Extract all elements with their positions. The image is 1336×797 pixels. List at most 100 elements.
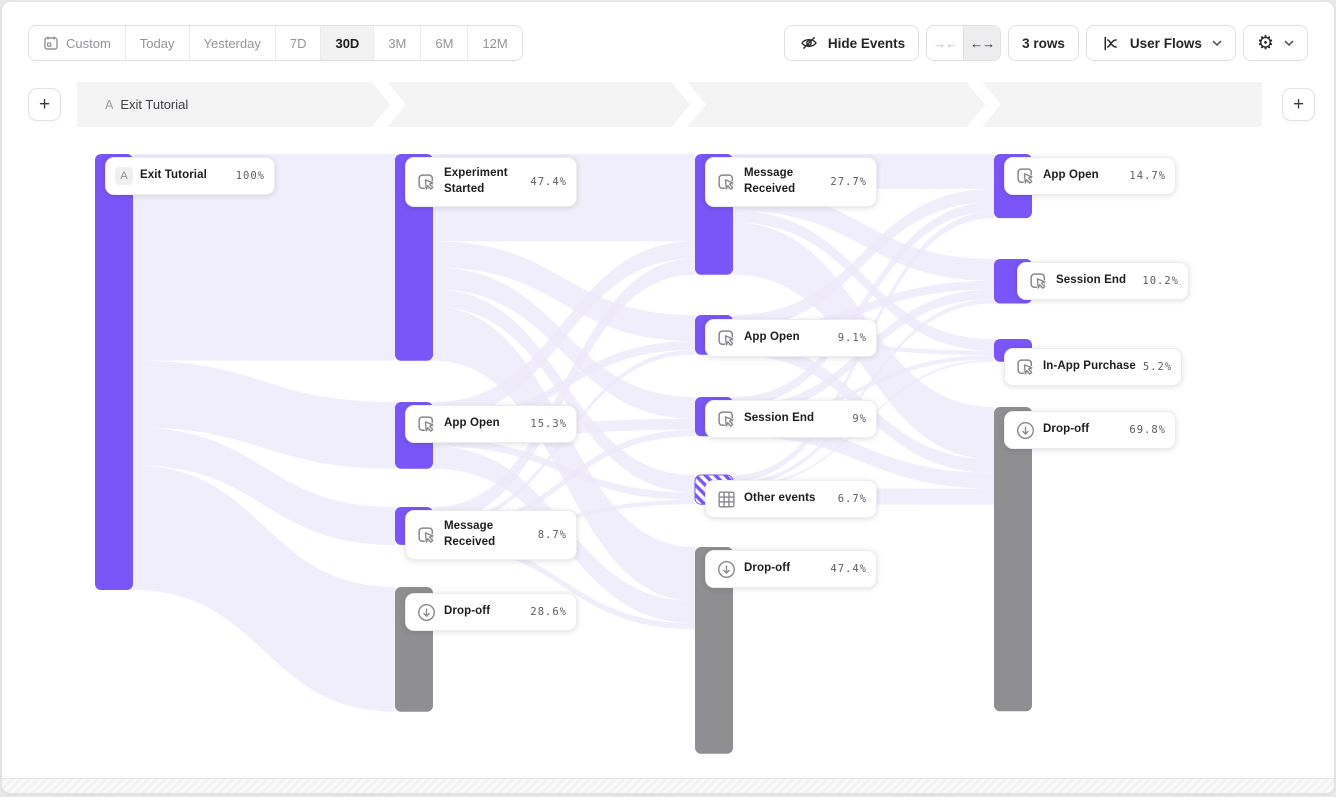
node-label: Session End (1056, 274, 1127, 287)
node-card-dropoff_2[interactable]: Drop-off 28.6% (405, 593, 577, 631)
date-range-label: 6M (435, 35, 454, 51)
node-card-session_end_4[interactable]: Session End 10.2% (1017, 262, 1189, 300)
date-range-30d[interactable]: 30D (320, 26, 374, 60)
date-range-custom[interactable]: Custom (29, 26, 125, 60)
flow-ribbon (133, 360, 395, 469)
eye-off-icon (798, 32, 820, 54)
gear-icon: ⚙ (1256, 31, 1274, 54)
date-range-label: 3M (388, 35, 407, 51)
path-step-header[interactable]: A Exit Tutorial (77, 82, 1262, 127)
user-flows-icon (1100, 32, 1122, 54)
node-label: Drop-off (1043, 423, 1090, 436)
flow-ribbon (433, 439, 695, 500)
node-card-app_open_3[interactable]: App Open 9.1% (705, 319, 877, 357)
event-icon (1014, 165, 1036, 187)
event-icon (715, 171, 737, 193)
flow-ribbon (433, 429, 695, 535)
date-range-label: 12M (482, 35, 508, 51)
node-percentage: 5.2% (1142, 361, 1173, 373)
drop-off-icon (415, 601, 437, 623)
node-label: App Open (444, 417, 500, 430)
add-step-left-button[interactable]: + (28, 88, 61, 121)
collapse-columns-icon[interactable]: →← (933, 35, 958, 51)
node-percentage: 8.7% (537, 529, 567, 541)
node-card-dropoff_3[interactable]: Drop-off 47.4% (705, 550, 877, 588)
expand-columns-icon[interactable]: ←→ (963, 26, 1001, 60)
chevron-down-icon (1284, 40, 1294, 46)
date-range-3m[interactable]: 3M (373, 26, 421, 60)
hide-events-button[interactable]: Hide Events (783, 25, 920, 61)
node-card-app_open_4[interactable]: App Open 14.7% (1004, 157, 1176, 195)
node-percentage: 9.1% (837, 332, 867, 344)
date-range-label: Yesterday (203, 35, 261, 51)
date-range-6m[interactable]: 6M (420, 26, 468, 60)
date-range-picker: Custom Today Yesterday 7D 30D 3M 6M 12M (28, 25, 523, 61)
flow-ribbon (733, 188, 994, 281)
chevron-down-icon (1212, 40, 1222, 46)
step-event-name: Exit Tutorial (120, 97, 189, 112)
grid-icon (715, 488, 737, 510)
date-range-label: Today (139, 35, 175, 51)
event-icon (415, 524, 437, 546)
event-icon (715, 408, 737, 430)
node-percentage: 69.8% (1129, 424, 1166, 436)
date-range-7d[interactable]: 7D (274, 26, 321, 60)
collapse-expand-toggle: →← ←→ (926, 25, 1002, 61)
drop-off-icon (715, 558, 737, 580)
date-range-label: 30D (335, 35, 360, 51)
drop-off-icon (1014, 419, 1036, 441)
right-toolbar: Hide Events →← ←→ 3 rows User Flows (783, 25, 1308, 61)
node-label: Drop-off (444, 605, 491, 618)
calendar-icon (43, 35, 59, 51)
flow-ribbon (733, 210, 994, 351)
step-chevron-separators (371, 82, 1001, 127)
flow-ribbon (433, 241, 695, 342)
hide-events-label: Hide Events (827, 35, 906, 51)
flow-ribbon (733, 299, 994, 486)
flow-ribbon (133, 154, 395, 361)
node-percentage: 15.3% (530, 418, 567, 430)
date-range-label: 7D (289, 35, 307, 51)
node-label: App Open (744, 331, 800, 344)
flow-bar-dropoff_4[interactable] (994, 407, 1032, 712)
node-card-experiment_started[interactable]: Experiment Started 47.4% (405, 157, 577, 207)
flow-bar-dropoff_3[interactable] (695, 547, 733, 754)
step-a-label: A Exit Tutorial (105, 82, 188, 127)
node-label: Other events (744, 492, 816, 505)
node-card-app_open_2[interactable]: App Open 15.3% (405, 405, 577, 443)
flow-ribbon (433, 306, 695, 602)
flow-ribbon (733, 355, 994, 421)
step-letter: A (105, 97, 114, 112)
add-step-right-button[interactable]: + (1282, 88, 1315, 121)
event-icon (415, 171, 437, 193)
date-range-label: Custom (66, 35, 111, 51)
node-percentage: 6.7% (837, 493, 867, 505)
node-label: In-App Purchase (1043, 360, 1136, 373)
view-type-label: User Flows (1129, 35, 1202, 51)
date-range-today[interactable]: Today (124, 26, 189, 60)
node-card-message_received_2[interactable]: Message Received 8.7% (405, 510, 577, 560)
node-percentage: 47.4% (830, 563, 867, 575)
node-percentage: 9% (852, 413, 867, 425)
node-card-message_received_3[interactable]: Message Received 27.7% (705, 157, 877, 207)
flow-ribbon (433, 267, 695, 419)
node-card-in_app_purchase_4[interactable]: In-App Purchase 5.2% (1004, 348, 1182, 386)
date-range-yesterday[interactable]: Yesterday (188, 26, 275, 60)
settings-dropdown[interactable]: ⚙ (1242, 25, 1308, 61)
event-icon (415, 413, 437, 435)
node-percentage: 28.6% (530, 606, 567, 618)
node-label: App Open (1043, 169, 1099, 182)
node-card-exit_tutorial[interactable]: A Exit Tutorial 100% (105, 157, 275, 195)
event-icon (715, 327, 737, 349)
node-label: Experiment Started (444, 167, 508, 195)
view-type-dropdown[interactable]: User Flows (1085, 25, 1236, 61)
node-card-dropoff_4[interactable]: Drop-off 69.8% (1004, 411, 1176, 449)
date-range-12m[interactable]: 12M (467, 26, 522, 60)
node-card-session_end_3[interactable]: Session End 9% (705, 400, 877, 438)
flow-bar-exit_tutorial[interactable] (95, 154, 133, 590)
node-card-other_events_3[interactable]: Other events 6.7% (705, 480, 877, 518)
node-percentage: 100% (235, 170, 265, 182)
rows-button[interactable]: 3 rows (1008, 25, 1079, 61)
